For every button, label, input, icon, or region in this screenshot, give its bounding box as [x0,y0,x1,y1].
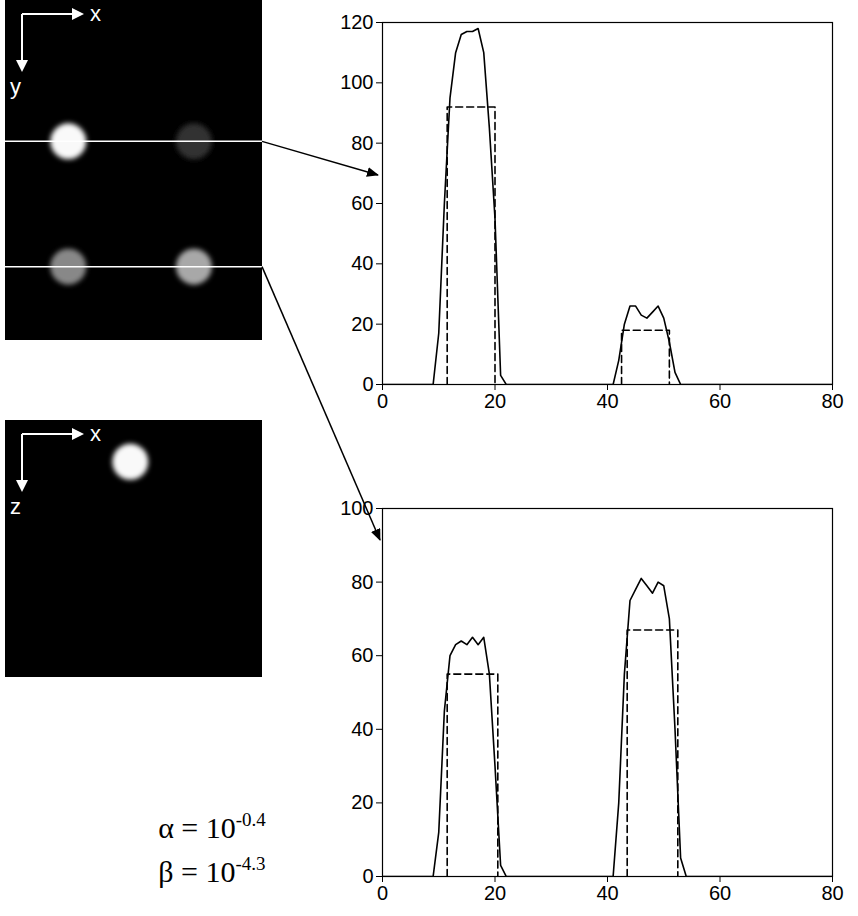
svg-text:100: 100 [340,497,373,519]
svg-text:y: y [10,74,21,99]
svg-text:60: 60 [351,644,373,666]
svg-text:60: 60 [351,192,373,214]
svg-text:x: x [90,421,101,446]
svg-text:60: 60 [709,882,731,904]
svg-text:20: 20 [351,791,373,813]
svg-text:0: 0 [377,390,388,412]
svg-text:80: 80 [351,571,373,593]
svg-text:40: 40 [596,390,618,412]
svg-text:80: 80 [351,132,373,154]
svg-text:β = 10-4.3: β = 10-4.3 [158,853,265,888]
svg-text:120: 120 [340,11,373,33]
svg-text:80: 80 [821,390,843,412]
svg-text:20: 20 [351,313,373,335]
svg-text:x: x [90,1,101,26]
svg-text:40: 40 [351,718,373,740]
svg-text:0: 0 [377,882,388,904]
svg-text:80: 80 [821,882,843,904]
svg-text:0: 0 [362,865,373,887]
svg-text:α = 10-0.4: α = 10-0.4 [158,809,266,844]
svg-text:40: 40 [596,882,618,904]
svg-text:60: 60 [709,390,731,412]
svg-text:100: 100 [340,71,373,93]
svg-text:z: z [10,494,21,519]
svg-text:20: 20 [484,882,506,904]
svg-text:20: 20 [484,390,506,412]
svg-text:40: 40 [351,252,373,274]
svg-text:0: 0 [362,373,373,395]
